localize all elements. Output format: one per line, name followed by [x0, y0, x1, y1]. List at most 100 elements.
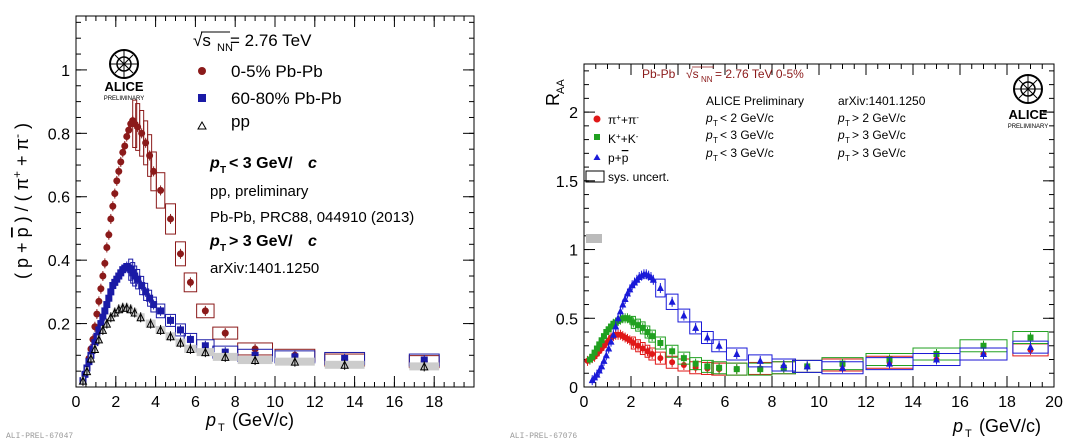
svg-text:arXiv:1401.1250: arXiv:1401.1250: [838, 94, 926, 108]
left-chart-marks: [78, 99, 440, 386]
svg-text:p: p: [837, 128, 845, 142]
x-tick-label: 10: [266, 394, 284, 411]
data-point: [91, 339, 99, 347]
svg-text:π++π-: π++π-: [608, 113, 639, 128]
data-point: [692, 360, 699, 367]
legend-marker-triangle: [593, 154, 601, 160]
data-point: [157, 186, 165, 194]
data-point: [166, 331, 175, 341]
svg-text:< 3 GeV/c: < 3 GeV/c: [720, 128, 774, 142]
data-point: [635, 342, 642, 349]
legend: 0-5% Pb-Pb 60-80% Pb-Pb pp: [197, 62, 342, 131]
data-point: [656, 284, 664, 292]
svg-text:T: T: [220, 165, 226, 176]
data-point: [649, 351, 656, 358]
data-point: [886, 359, 893, 367]
data-point: [220, 352, 230, 361]
data-point: [623, 289, 631, 297]
svg-text:R: R: [543, 93, 563, 106]
data-point: [82, 366, 92, 376]
data-point: [113, 177, 121, 185]
data-point: [150, 167, 158, 175]
data-point: [107, 288, 115, 296]
data-point: [176, 326, 184, 334]
data-point: [980, 350, 987, 358]
data-point: [607, 337, 615, 345]
data-point: [668, 297, 676, 305]
data-point: [757, 366, 764, 373]
x-axis-title: p T (GeV/c): [205, 410, 294, 434]
data-point: [669, 348, 676, 355]
data-point: [167, 316, 175, 324]
x-tick-label: 20: [1045, 394, 1063, 411]
data-point: [621, 295, 629, 303]
data-point: [78, 376, 88, 385]
x-tick-label: 2: [111, 394, 120, 411]
x-tick-label: 12: [306, 394, 324, 411]
x-tick-label: 16: [951, 394, 969, 411]
svg-text:√s: √s: [686, 67, 699, 81]
svg-text:ALICE Preliminary: ALICE Preliminary: [706, 94, 804, 108]
svg-text:PRELIMINARY: PRELIMINARY: [104, 96, 145, 102]
chart-header: Pb-Pb √s NN = 2.76 TeV 0-5%: [642, 66, 804, 84]
data-point: [1027, 334, 1034, 341]
svg-text:(GeV/c): (GeV/c): [232, 410, 294, 430]
data-point: [692, 323, 700, 331]
x-tick-label: 0: [72, 394, 81, 411]
x-tick-label: 8: [231, 394, 240, 411]
data-point: [146, 318, 155, 328]
data-point: [733, 350, 741, 358]
data-point: [201, 347, 210, 357]
data-point: [703, 333, 711, 341]
data-point: [97, 285, 105, 293]
data-point: [635, 322, 642, 329]
sys-uncert-box: [648, 329, 656, 343]
data-point: [616, 307, 624, 315]
y-tick-label: 0.4: [48, 253, 70, 270]
svg-text:ALICE: ALICE: [105, 79, 144, 94]
data-point: [612, 322, 620, 330]
x-tick-label: 6: [191, 394, 200, 411]
svg-text:c: c: [308, 155, 317, 172]
data-point: [106, 312, 116, 322]
data-point: [186, 278, 194, 286]
data-point: [136, 312, 145, 322]
svg-text:sys. uncert.: sys. uncert.: [608, 170, 669, 184]
svg-text:Pb-Pb: Pb-Pb: [642, 67, 676, 81]
data-point: [644, 329, 651, 336]
sys-uncert-box: [677, 308, 691, 323]
data-point: [340, 360, 349, 369]
svg-text:p: p: [209, 233, 220, 250]
data-point: [101, 307, 109, 315]
x-tick-label: 12: [857, 394, 875, 411]
svg-text:p+p: p+p: [608, 151, 629, 165]
svg-text:> 3 GeV/: > 3 GeV/: [229, 233, 293, 250]
legend-item-pp: pp: [197, 112, 250, 131]
data-point: [933, 355, 940, 363]
data-point: [115, 167, 123, 175]
data-point: [90, 344, 100, 353]
svg-text:60-80% Pb-Pb: 60-80% Pb-Pb: [231, 89, 342, 108]
svg-text:T: T: [713, 154, 718, 163]
sys-uncert-box: [155, 303, 166, 319]
annotations: p T < 3 GeV/ c pp, preliminary Pb-Pb, PR…: [209, 155, 414, 277]
sys-uncert-box: [654, 351, 666, 365]
data-point: [980, 342, 987, 349]
svg-text:p: p: [837, 111, 845, 125]
svg-text:p: p: [952, 416, 963, 436]
data-point: [95, 326, 103, 334]
legend: π++π- K++K- p+p sys. uncert.: [585, 113, 669, 184]
data-point: [290, 357, 300, 366]
svg-text:(GeV/c): (GeV/c): [979, 416, 1041, 436]
sys-uncert-box: [175, 241, 186, 267]
data-point: [101, 259, 109, 267]
svg-text:K++K-: K++K-: [608, 132, 639, 147]
data-point: [595, 366, 603, 374]
data-point: [626, 285, 634, 293]
data-point: [117, 158, 125, 166]
data-point: [186, 335, 194, 343]
data-point: [150, 301, 158, 309]
left-chart-panel: ( p + p ) / ( π+ + π- ) p T (GeV/c) 0 2 4 6…: [0, 0, 538, 443]
svg-text:= 2.76 TeV: = 2.76 TeV: [230, 31, 312, 50]
